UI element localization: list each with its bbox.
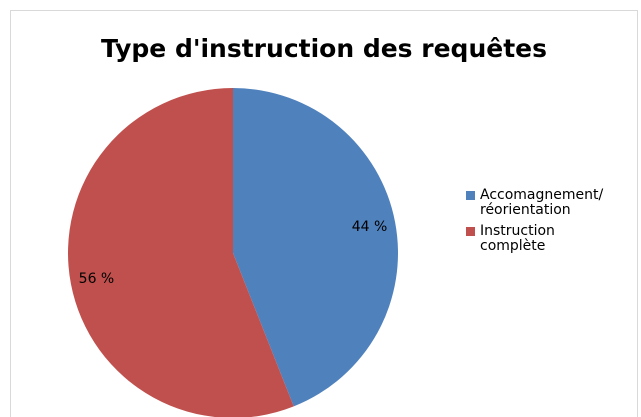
legend-swatch: [466, 191, 475, 200]
legend-item: Instruction complète: [466, 224, 626, 254]
legend: Accomagnement/ réorientation Instruction …: [466, 188, 626, 260]
pie-slice: [233, 88, 398, 407]
data-label: 44 %: [352, 219, 388, 235]
data-label: 56 %: [79, 271, 115, 287]
legend-label: Accomagnement/ réorientation: [480, 187, 604, 218]
legend-swatch: [466, 227, 475, 236]
pie-slice: [68, 88, 294, 417]
legend-item: Accomagnement/ réorientation: [466, 188, 626, 218]
chart-frame: [10, 10, 638, 417]
chart-title: Type d'instruction des requêtes: [101, 34, 547, 63]
legend-label: Instruction complète: [480, 223, 555, 254]
